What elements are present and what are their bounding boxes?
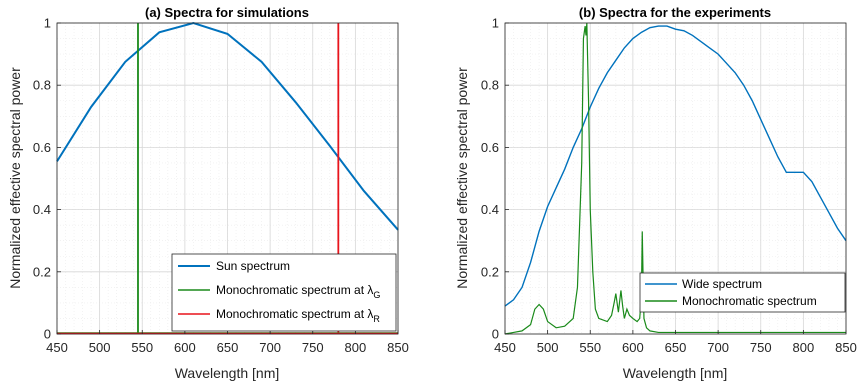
y-tick-label: 0.8 bbox=[481, 78, 499, 93]
panel-b: 450 500 550 600 650 700 750 800 850 0 0.2 0.4 0.6 0.8… bbox=[454, 5, 857, 381]
x-tick-label: 850 bbox=[835, 340, 857, 355]
y-tick-label: 0.2 bbox=[481, 264, 499, 279]
x-tick-label: 800 bbox=[345, 340, 367, 355]
x-axis-label: Wavelength [nm] bbox=[623, 365, 728, 381]
legend-label-green: Monochromatic spectrum at λG bbox=[216, 283, 380, 300]
series-sun-spectrum bbox=[56, 21, 399, 231]
y-tick-label: 0.8 bbox=[33, 78, 51, 93]
x-axis-label: Wavelength [nm] bbox=[175, 365, 280, 381]
legend-label-wide: Wide spectrum bbox=[682, 277, 762, 291]
y-tick-label: 0.4 bbox=[481, 202, 499, 217]
series-mono-spectrum bbox=[504, 22, 846, 335]
x-tick-label: 850 bbox=[387, 340, 409, 355]
y-axis-label: Normalized effective spectral power bbox=[454, 67, 470, 289]
x-tick-label: 550 bbox=[131, 340, 153, 355]
x-tick-label: 750 bbox=[302, 340, 324, 355]
x-tick-label: 500 bbox=[537, 340, 559, 355]
x-tick-label: 600 bbox=[622, 340, 644, 355]
y-tick-label: 0.4 bbox=[33, 202, 51, 217]
x-tick-label: 650 bbox=[217, 340, 239, 355]
x-tick-label: 600 bbox=[174, 340, 196, 355]
y-tick-label: 0.2 bbox=[33, 264, 51, 279]
y-axis-label: Normalized effective spectral power bbox=[7, 67, 23, 289]
legend-label-sun: Sun spectrum bbox=[216, 259, 290, 273]
x-tick-label: 700 bbox=[259, 340, 281, 355]
x-tick-label: 500 bbox=[89, 340, 111, 355]
panel-a: 450 500 550 600 650 700 750 800 850 0 0.2 0.4 0.6 0.8… bbox=[7, 5, 409, 381]
y-tick-label: 0.6 bbox=[33, 140, 51, 155]
legend: Wide spectrum Monochromatic spectrum bbox=[639, 272, 846, 313]
x-tick-label: 450 bbox=[494, 340, 516, 355]
x-tick-label: 750 bbox=[750, 340, 772, 355]
legend: Sun spectrum Monochromatic spectrum at λ… bbox=[171, 253, 397, 332]
legend-box bbox=[639, 272, 846, 313]
y-tick-label: 0.6 bbox=[481, 140, 499, 155]
legend-label-mono: Monochromatic spectrum bbox=[682, 294, 817, 308]
legend-label-red: Monochromatic spectrum at λR bbox=[216, 307, 380, 324]
series-wide-spectrum bbox=[504, 25, 847, 307]
y-tick-label: 1 bbox=[492, 16, 499, 31]
chart-title: (a) Spectra for simulations bbox=[145, 5, 309, 20]
y-tick-label: 0 bbox=[492, 327, 499, 342]
x-tick-label: 550 bbox=[579, 340, 601, 355]
chart-title: (b) Spectra for the experiments bbox=[579, 5, 771, 20]
y-tick-label: 1 bbox=[44, 16, 51, 31]
x-tick-label: 450 bbox=[46, 340, 68, 355]
x-tick-label: 650 bbox=[665, 340, 687, 355]
x-tick-label: 800 bbox=[793, 340, 815, 355]
y-tick-label: 0 bbox=[44, 327, 51, 342]
x-tick-label: 700 bbox=[707, 340, 729, 355]
